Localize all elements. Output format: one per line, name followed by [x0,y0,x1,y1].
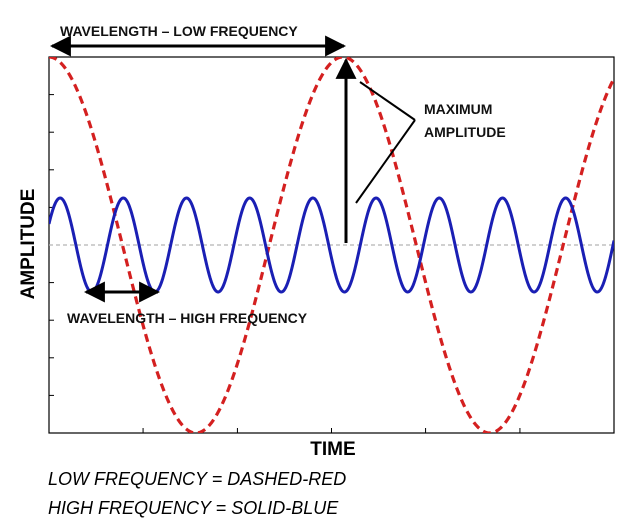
axis-ticks [49,94,521,433]
max-amplitude-pointer-high [359,81,416,121]
legend-high-frequency: HIGH FREQUENCY = SOLID-BLUE [48,498,339,518]
high-frequency-wave [49,196,614,294]
y-axis-title: AMPLITUDE [18,189,39,300]
x-axis-title: TIME [310,439,355,460]
max-amplitude-pointer-low [355,119,416,204]
low-wavelength-label: WAVELENGTH – LOW FREQUENCY [60,23,298,39]
legend-low-frequency: LOW FREQUENCY = DASHED-RED [48,469,346,489]
high-wavelength-label: WAVELENGTH – HIGH FREQUENCY [67,310,308,326]
max-amplitude-label-line2: AMPLITUDE [424,124,506,140]
max-amplitude-label-line1: MAXIMUM [424,101,492,117]
low-frequency-wave [49,57,614,433]
